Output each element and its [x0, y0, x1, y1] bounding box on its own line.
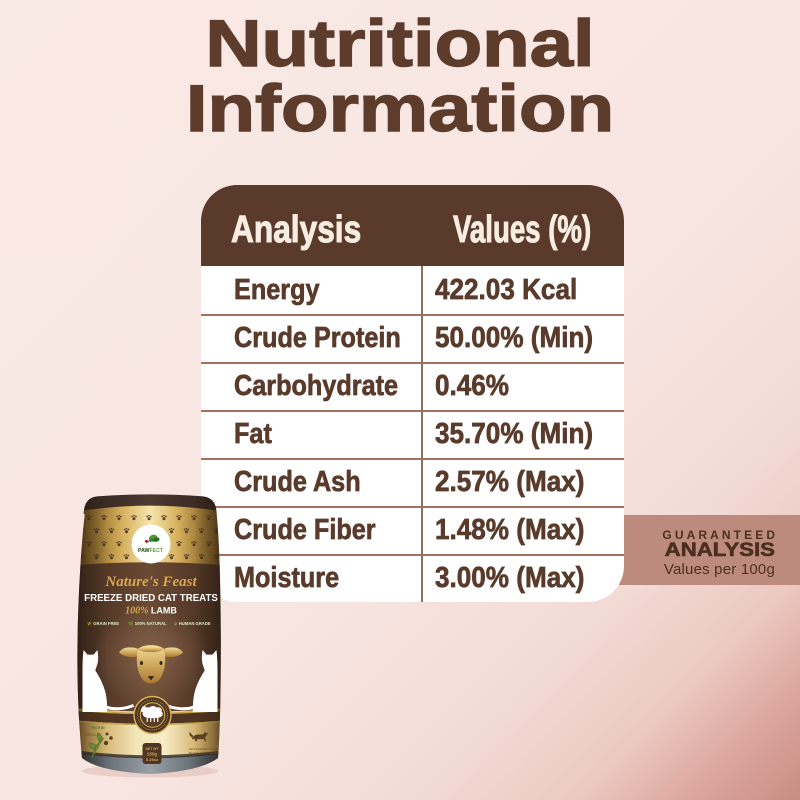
svg-text:OMEGA: OMEGA: [84, 733, 97, 737]
svg-text:150g: 150g: [147, 752, 158, 757]
svg-text:SUSTAINABLY MADE: SUSTAINABLY MADE: [189, 747, 219, 751]
svg-text:FREEZE DRIED CAT TREATS: FREEZE DRIED CAT TREATS: [84, 593, 218, 604]
svg-text:🌿 100% NATURAL: 🌿 100% NATURAL: [128, 621, 167, 626]
svg-text:5.29oz: 5.29oz: [146, 757, 158, 762]
svg-text:☺ HUMAN GRADE: ☺ HUMAN GRADE: [173, 621, 211, 626]
svg-text:PAWFECT: PAWFECT: [138, 548, 164, 554]
svg-text:NET WT: NET WT: [146, 747, 160, 751]
svg-text:RICH IN: RICH IN: [91, 726, 105, 730]
svg-text:NO SALT, NO SUGAR: NO SALT, NO SUGAR: [189, 751, 220, 755]
svg-text:100% LAMB: 100% LAMB: [125, 606, 177, 617]
svg-text:🌾 GRAIN FREE: 🌾 GRAIN FREE: [87, 621, 119, 626]
svg-text:Nature's Feast: Nature's Feast: [104, 574, 197, 590]
